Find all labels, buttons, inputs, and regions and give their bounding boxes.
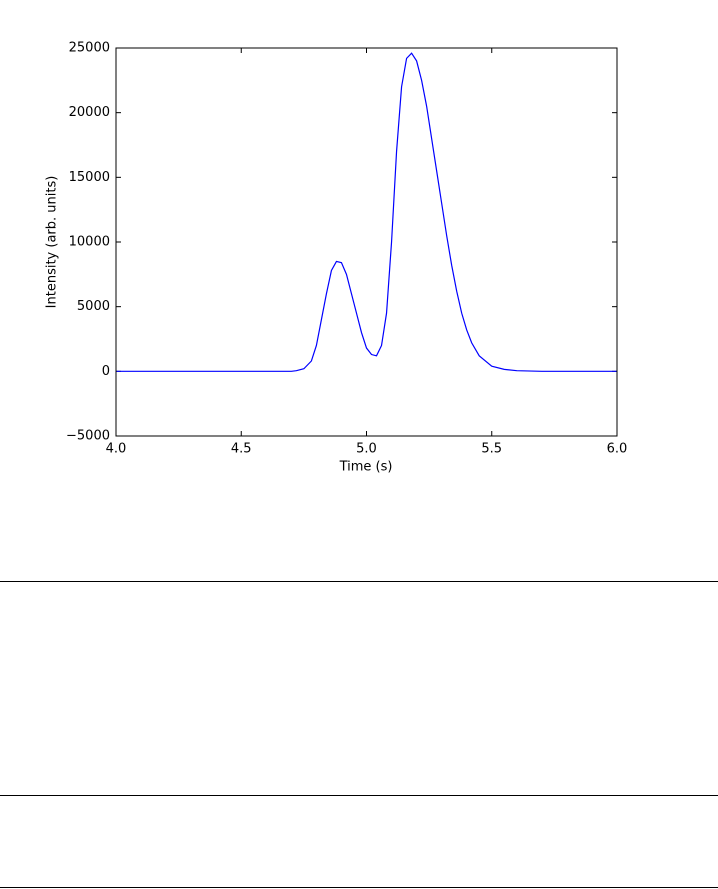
plot-frame: [115, 47, 618, 437]
y-tick-label: 5000: [77, 299, 110, 314]
x-tick-label: 5.0: [356, 442, 377, 457]
y-tick-label: 15000: [69, 170, 110, 185]
y-tick-label: 25000: [69, 41, 110, 56]
x-tick-label: 5.5: [481, 442, 502, 457]
x-axis-label: Time (s): [339, 460, 393, 475]
x-tick-label: 4.5: [231, 442, 252, 457]
y-tick-label: 10000: [69, 235, 110, 250]
x-tick-label: 6.0: [607, 442, 628, 457]
x-tick-label: 4.0: [106, 442, 127, 457]
y-tick-label: 20000: [69, 105, 110, 120]
y-axis-label: Intensity (arb. units): [45, 176, 60, 309]
y-tick-label: −5000: [66, 429, 110, 444]
y-tick-label: 0: [102, 364, 110, 379]
data-line: [116, 52, 617, 372]
